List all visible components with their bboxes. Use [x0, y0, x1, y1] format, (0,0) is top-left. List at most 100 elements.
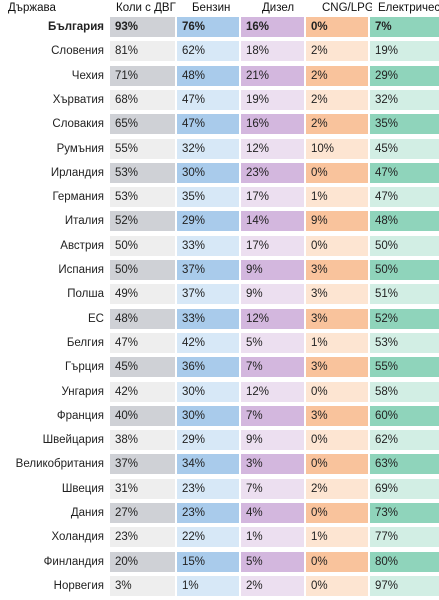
electric-cell: 50%	[370, 260, 439, 280]
ice-cars-cell: 65%	[110, 114, 175, 134]
cng-lpg-cell: 0%	[306, 236, 368, 256]
diesel-cell: 12%	[241, 382, 304, 402]
diesel-cell: 12%	[241, 139, 304, 159]
diesel-cell: 17%	[241, 236, 304, 256]
electric-cell: 62%	[370, 430, 439, 450]
ice-cars-cell: 53%	[110, 187, 175, 207]
electric-cell: 63%	[370, 454, 439, 474]
petrol-cell: 42%	[177, 333, 239, 353]
country-name: Италия	[64, 215, 104, 227]
petrol-cell: 32%	[177, 139, 239, 159]
country-name: Полша	[67, 288, 104, 300]
cng-lpg-cell: 0%	[306, 163, 368, 183]
ice-cars-cell: 38%	[110, 430, 175, 450]
diesel-cell: 7%	[241, 479, 304, 499]
diesel-cell: 16%	[241, 17, 304, 37]
diesel-cell: 23%	[241, 163, 304, 183]
diesel-cell: 9%	[241, 260, 304, 280]
country-name: Швеция	[61, 483, 104, 495]
petrol-cell: 30%	[177, 163, 239, 183]
header-cng-lpg: CNG/LPG	[322, 2, 372, 14]
diesel-cell: 5%	[241, 552, 304, 572]
country-name: Холандия	[51, 531, 104, 543]
country-name: Унгария	[61, 386, 104, 398]
electric-cell: 55%	[370, 357, 439, 377]
country-name: Дания	[70, 507, 104, 519]
cng-lpg-cell: 3%	[306, 357, 368, 377]
ice-cars-cell: 37%	[110, 454, 175, 474]
electric-cell: 73%	[370, 503, 439, 523]
cng-lpg-cell: 2%	[306, 90, 368, 110]
petrol-cell: 22%	[177, 527, 239, 547]
electric-cell: 48%	[370, 211, 439, 231]
diesel-cell: 4%	[241, 503, 304, 523]
cng-lpg-cell: 10%	[306, 139, 368, 159]
electric-cell: 29%	[370, 66, 439, 86]
diesel-cell: 14%	[241, 211, 304, 231]
cng-lpg-cell: 0%	[306, 17, 368, 37]
electric-cell: 77%	[370, 527, 439, 547]
cng-lpg-cell: 3%	[306, 309, 368, 329]
ice-cars-cell: 50%	[110, 260, 175, 280]
ice-cars-cell: 50%	[110, 236, 175, 256]
header-electric: Електрически	[378, 2, 439, 14]
electric-cell: 19%	[370, 41, 439, 61]
cng-lpg-cell: 2%	[306, 41, 368, 61]
ice-cars-cell: 31%	[110, 479, 175, 499]
country-name: Австрия	[60, 240, 104, 252]
cng-lpg-cell: 9%	[306, 211, 368, 231]
electric-cell: 69%	[370, 479, 439, 499]
electric-cell: 97%	[370, 576, 439, 596]
petrol-cell: 48%	[177, 66, 239, 86]
header-diesel: Дизел	[262, 2, 295, 14]
country-name: Финландия	[43, 556, 104, 568]
diesel-cell: 2%	[241, 576, 304, 596]
ice-cars-cell: 71%	[110, 66, 175, 86]
country-name: България	[48, 21, 104, 33]
header-petrol: Бензин	[192, 2, 231, 14]
diesel-cell: 7%	[241, 357, 304, 377]
cng-lpg-cell: 0%	[306, 503, 368, 523]
electric-cell: 52%	[370, 309, 439, 329]
ice-cars-cell: 49%	[110, 284, 175, 304]
ice-cars-cell: 53%	[110, 163, 175, 183]
diesel-cell: 9%	[241, 284, 304, 304]
country-name: Белгия	[66, 337, 104, 349]
header-ice-cars: Коли с ДВГ	[116, 2, 176, 14]
cng-lpg-cell: 3%	[306, 284, 368, 304]
petrol-cell: 47%	[177, 90, 239, 110]
country-name: Испания	[58, 264, 104, 276]
petrol-cell: 15%	[177, 552, 239, 572]
electric-cell: 32%	[370, 90, 439, 110]
cng-lpg-cell: 2%	[306, 114, 368, 134]
country-name: Франция	[56, 410, 104, 422]
cng-lpg-cell: 0%	[306, 430, 368, 450]
cng-lpg-cell: 2%	[306, 66, 368, 86]
country-name: Швейцария	[42, 434, 104, 446]
country-name: Хърватия	[52, 94, 104, 106]
electric-cell: 80%	[370, 552, 439, 572]
electric-cell: 47%	[370, 187, 439, 207]
country-name: Гърция	[64, 361, 104, 373]
country-name: Германия	[52, 191, 104, 203]
petrol-cell: 47%	[177, 114, 239, 134]
petrol-cell: 36%	[177, 357, 239, 377]
ice-cars-cell: 52%	[110, 211, 175, 231]
ice-cars-cell: 40%	[110, 406, 175, 426]
electric-cell: 53%	[370, 333, 439, 353]
cng-lpg-cell: 0%	[306, 552, 368, 572]
diesel-cell: 21%	[241, 66, 304, 86]
petrol-cell: 35%	[177, 187, 239, 207]
electric-cell: 7%	[370, 17, 439, 37]
diesel-cell: 17%	[241, 187, 304, 207]
country-name: Словакия	[52, 118, 104, 130]
cng-lpg-cell: 0%	[306, 454, 368, 474]
header-country: Държава	[8, 2, 56, 14]
diesel-cell: 18%	[241, 41, 304, 61]
diesel-cell: 1%	[241, 527, 304, 547]
country-name: Чехия	[71, 70, 104, 82]
ice-cars-cell: 47%	[110, 333, 175, 353]
electric-cell: 50%	[370, 236, 439, 256]
electric-cell: 35%	[370, 114, 439, 134]
diesel-cell: 3%	[241, 454, 304, 474]
